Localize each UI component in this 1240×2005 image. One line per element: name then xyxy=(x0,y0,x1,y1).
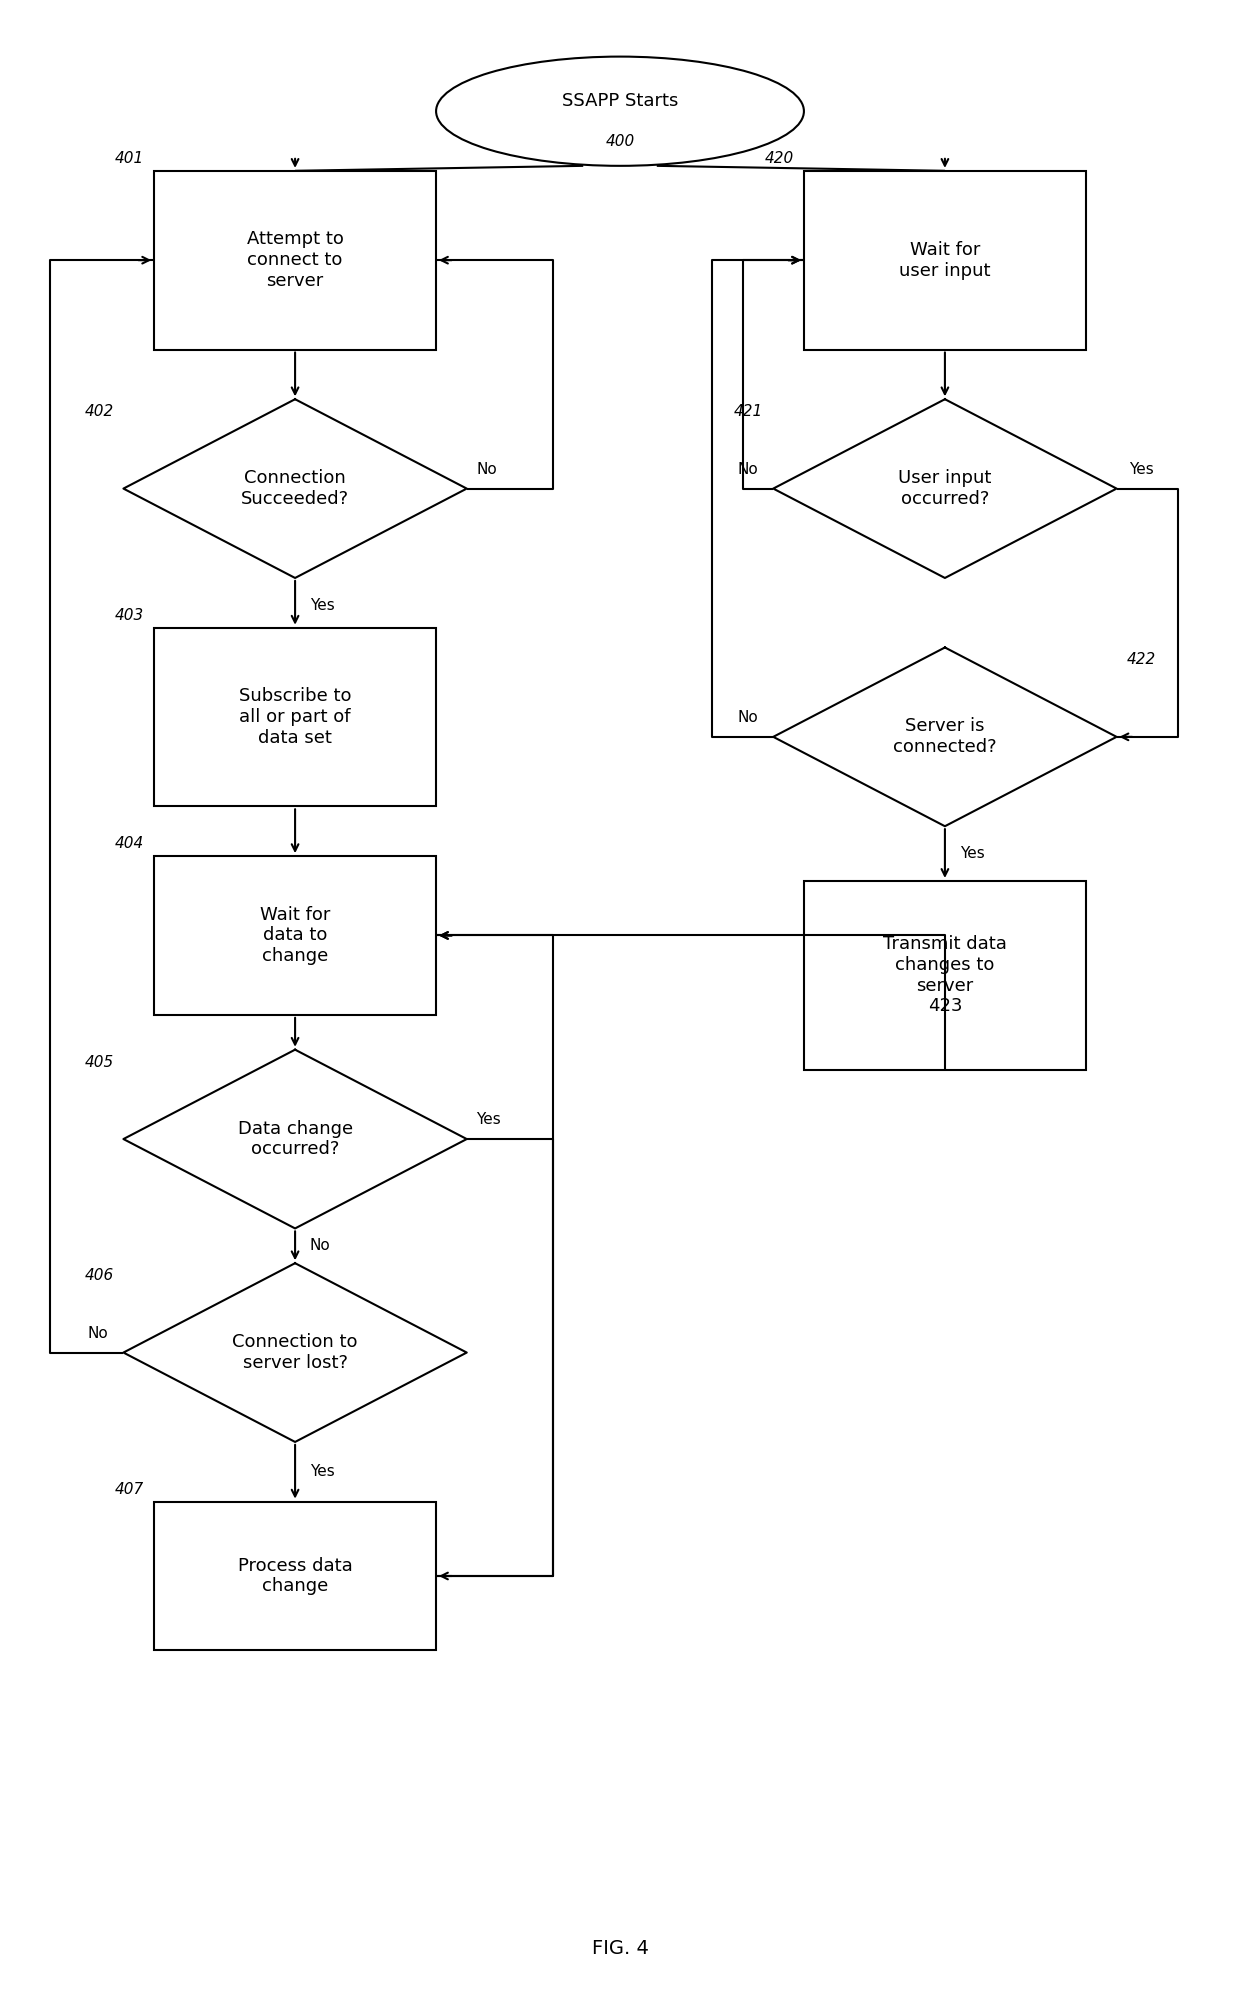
Text: User input
occurred?: User input occurred? xyxy=(898,469,992,507)
Text: 404: 404 xyxy=(115,836,144,850)
Text: SSAPP Starts: SSAPP Starts xyxy=(562,92,678,110)
Text: 403: 403 xyxy=(115,608,144,624)
Text: Yes: Yes xyxy=(310,597,335,614)
Text: No: No xyxy=(738,710,759,726)
Text: Yes: Yes xyxy=(960,846,985,860)
Text: 420: 420 xyxy=(765,150,794,166)
Polygon shape xyxy=(124,1263,466,1442)
Text: Yes: Yes xyxy=(476,1113,501,1127)
Text: Attempt to
connect to
server: Attempt to connect to server xyxy=(247,231,343,291)
Text: 421: 421 xyxy=(734,405,764,419)
Ellipse shape xyxy=(436,56,804,166)
Text: No: No xyxy=(476,461,497,477)
Text: 405: 405 xyxy=(84,1055,114,1069)
Polygon shape xyxy=(124,1051,466,1229)
Polygon shape xyxy=(774,399,1116,577)
Text: Data change
occurred?: Data change occurred? xyxy=(238,1119,352,1159)
Text: Server is
connected?: Server is connected? xyxy=(893,718,997,756)
Text: Wait for
user input: Wait for user input xyxy=(899,241,991,279)
FancyBboxPatch shape xyxy=(154,1502,436,1650)
Text: 402: 402 xyxy=(84,405,114,419)
Text: Connection to
server lost?: Connection to server lost? xyxy=(232,1333,358,1371)
Polygon shape xyxy=(774,648,1116,826)
Text: No: No xyxy=(310,1239,331,1253)
Text: Connection
Succeeded?: Connection Succeeded? xyxy=(241,469,350,507)
Text: FIG. 4: FIG. 4 xyxy=(591,1939,649,1959)
Text: 406: 406 xyxy=(84,1267,114,1283)
Polygon shape xyxy=(124,399,466,577)
FancyBboxPatch shape xyxy=(154,856,436,1015)
Text: Yes: Yes xyxy=(1128,461,1153,477)
Text: Subscribe to
all or part of
data set: Subscribe to all or part of data set xyxy=(239,688,351,746)
Text: 407: 407 xyxy=(115,1482,144,1496)
FancyBboxPatch shape xyxy=(804,880,1086,1069)
Text: Wait for
data to
change: Wait for data to change xyxy=(260,906,330,964)
Text: 400: 400 xyxy=(605,134,635,148)
Text: Process data
change: Process data change xyxy=(238,1556,352,1596)
Text: No: No xyxy=(738,461,759,477)
Text: No: No xyxy=(88,1325,109,1341)
Text: Transmit data
changes to
server
423: Transmit data changes to server 423 xyxy=(883,934,1007,1015)
Text: 422: 422 xyxy=(1126,652,1156,668)
FancyBboxPatch shape xyxy=(154,170,436,349)
Text: Yes: Yes xyxy=(310,1464,335,1480)
Text: 401: 401 xyxy=(115,150,144,166)
FancyBboxPatch shape xyxy=(804,170,1086,349)
FancyBboxPatch shape xyxy=(154,628,436,806)
